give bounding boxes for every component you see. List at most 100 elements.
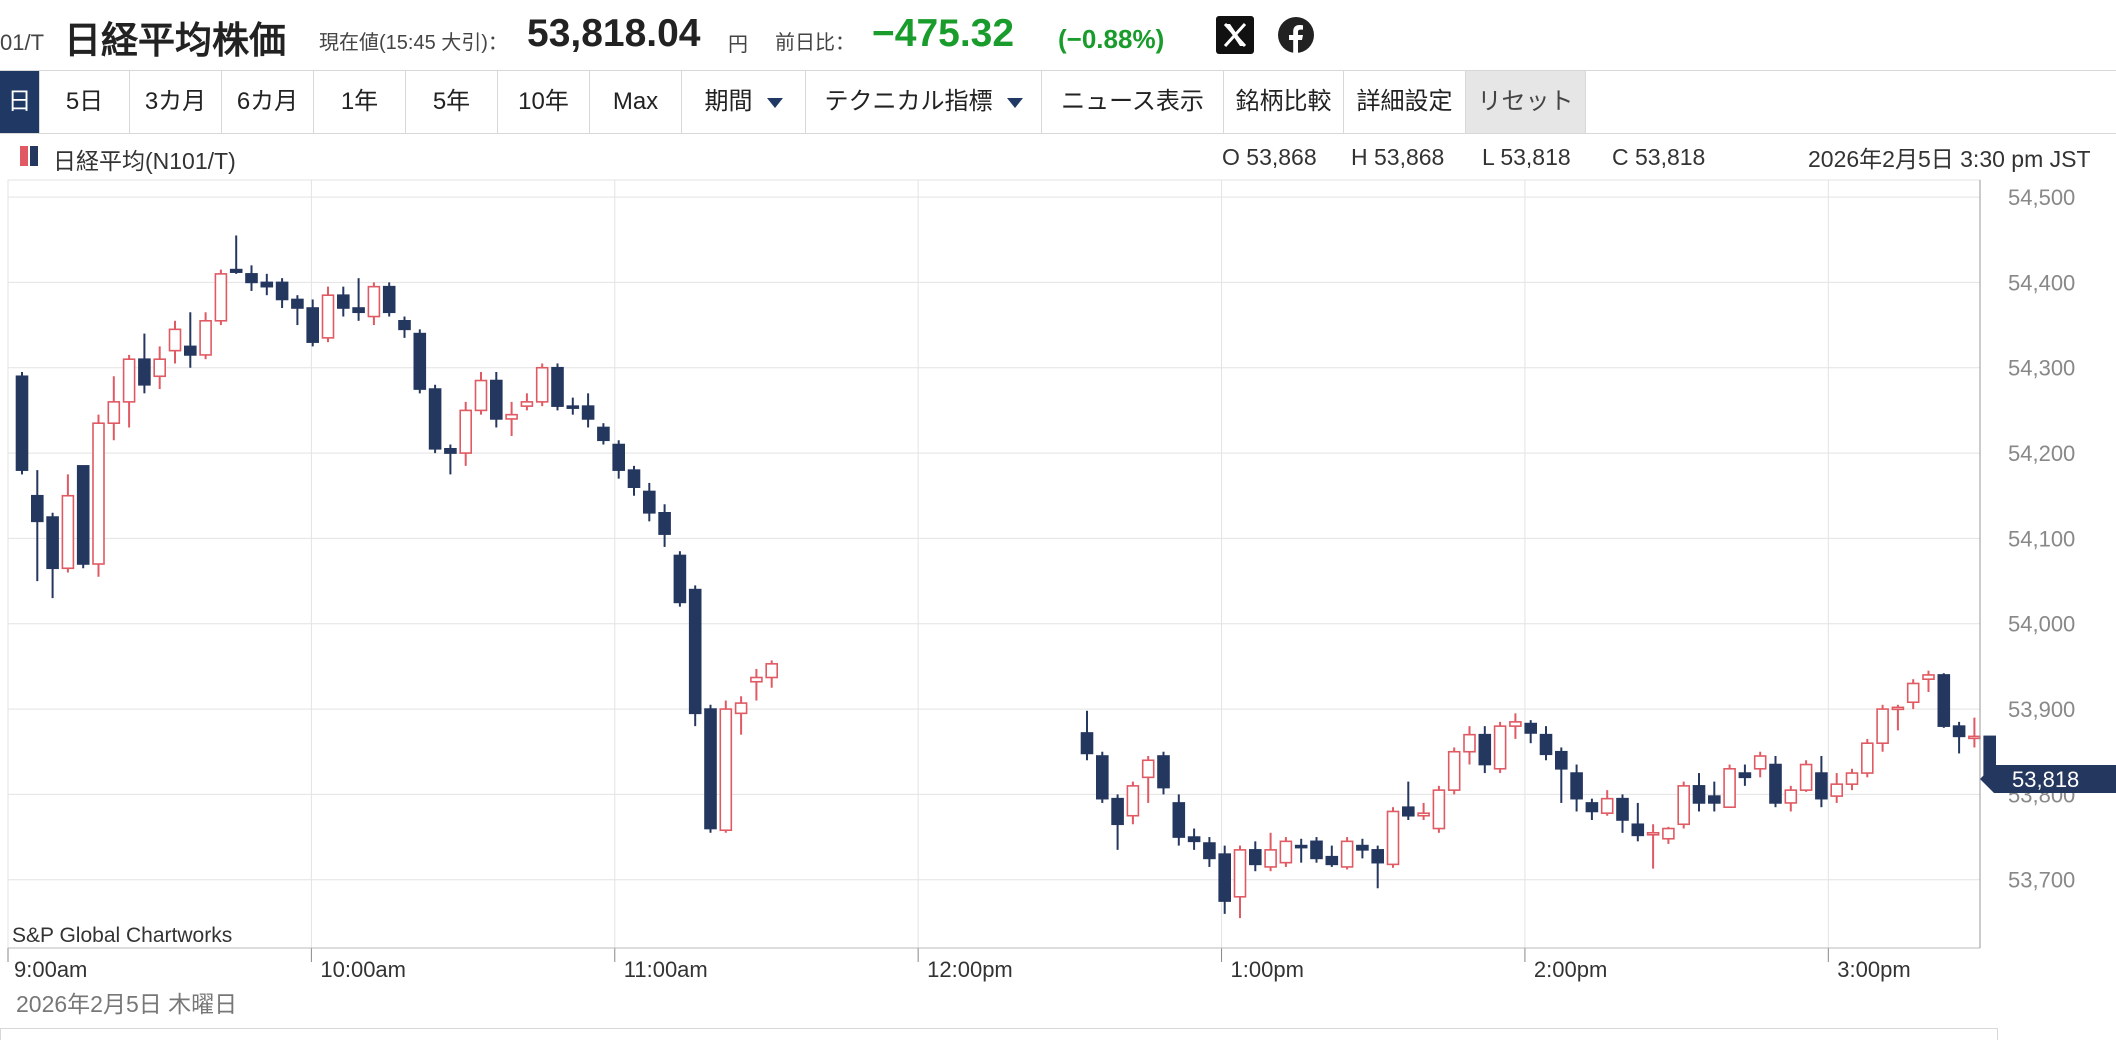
candle-down bbox=[704, 708, 717, 830]
candle-down bbox=[581, 405, 595, 420]
x-icon[interactable] bbox=[1216, 16, 1254, 54]
last-value-marker: 53,818 bbox=[1980, 765, 2116, 794]
technical-indicators-dropdown[interactable]: テクニカル指標 bbox=[806, 71, 1042, 133]
current-price: 53,818.04 bbox=[527, 12, 701, 55]
candle-up bbox=[107, 401, 121, 425]
y-tick-label: 53,700 bbox=[2008, 868, 2075, 893]
candle-down bbox=[1157, 755, 1170, 789]
range-day-button[interactable]: 日 bbox=[0, 71, 40, 133]
button-label: 6カ月 bbox=[236, 88, 299, 115]
candle-up bbox=[153, 358, 166, 378]
candle-down bbox=[658, 511, 671, 535]
y-axis: 53,70053,80053,90054,00054,10054,20054,3… bbox=[2008, 185, 2075, 893]
candle-up bbox=[1509, 721, 1522, 727]
range-1year-button[interactable]: 1年 bbox=[314, 71, 406, 133]
advanced-settings-button[interactable]: 詳細設定 bbox=[1344, 71, 1466, 133]
candle-down bbox=[1631, 823, 1645, 837]
range-max-button[interactable]: Max bbox=[590, 71, 682, 133]
candle-up bbox=[1906, 682, 1920, 704]
candle-up bbox=[1493, 725, 1507, 770]
candle-up bbox=[199, 319, 212, 356]
button-label: テクニカル指標 bbox=[824, 88, 993, 115]
series-swatch-icon bbox=[30, 146, 38, 166]
candle-up bbox=[1432, 789, 1446, 830]
chart-grid bbox=[7, 179, 1981, 949]
button-label: 日 bbox=[7, 88, 32, 115]
currency-unit: 円 bbox=[728, 34, 748, 56]
chart-credit: S&P Global Chartworks bbox=[12, 924, 233, 947]
candle-up bbox=[367, 285, 381, 318]
candle-down bbox=[1937, 674, 1951, 727]
reset-button[interactable]: リセット bbox=[1466, 71, 1586, 133]
range-6month-button[interactable]: 6カ月 bbox=[222, 71, 314, 133]
candle-down bbox=[597, 426, 610, 442]
y-tick-label: 54,500 bbox=[2008, 185, 2075, 210]
candle-down bbox=[673, 554, 687, 604]
button-label: 3カ月 bbox=[144, 88, 207, 115]
price-change: −475.32 bbox=[872, 12, 1015, 55]
symbol-code: 01/T bbox=[0, 30, 45, 55]
last-value-label: 53,818 bbox=[2012, 767, 2079, 792]
candle-down bbox=[306, 307, 320, 343]
button-label: 詳細設定 bbox=[1356, 88, 1453, 115]
candle-up bbox=[1876, 708, 1889, 744]
chevron-down-icon bbox=[1006, 97, 1023, 108]
candle-down bbox=[1294, 844, 1308, 849]
candle-down bbox=[1096, 755, 1109, 800]
candle-up bbox=[214, 273, 228, 322]
candle-up bbox=[61, 494, 75, 570]
candle-up bbox=[750, 676, 763, 683]
candle-down bbox=[1172, 802, 1186, 838]
candle-down bbox=[245, 273, 258, 284]
range-10year-button[interactable]: 10年 bbox=[498, 71, 590, 133]
compare-button[interactable]: 銘柄比較 bbox=[1224, 71, 1344, 133]
series-label: 日経平均(N101/T) bbox=[53, 148, 236, 174]
candle-up bbox=[1784, 789, 1798, 804]
candle-up bbox=[1830, 783, 1843, 797]
x-tick-label: 9:00am bbox=[14, 957, 87, 982]
candle-down bbox=[1692, 785, 1706, 804]
button-label: 5年 bbox=[432, 88, 471, 115]
candle-down bbox=[30, 494, 44, 523]
period-dropdown[interactable]: 期間 bbox=[682, 71, 806, 133]
x-tick-label: 2:00pm bbox=[1534, 957, 1607, 982]
candle-down bbox=[1218, 853, 1231, 902]
candle-down bbox=[291, 298, 304, 309]
candle-down bbox=[1524, 722, 1537, 734]
y-tick-label: 54,200 bbox=[2008, 441, 2075, 466]
chevron-down-icon bbox=[766, 97, 783, 108]
candle-up bbox=[92, 422, 105, 565]
candle-up bbox=[535, 366, 549, 403]
ohlc-high: H 53,868 bbox=[1351, 144, 1445, 170]
news-display-button[interactable]: ニュース表示 bbox=[1042, 71, 1224, 133]
candle-down bbox=[15, 375, 29, 471]
candle-down bbox=[444, 447, 457, 454]
candle-down bbox=[352, 307, 365, 314]
candle-up bbox=[1126, 785, 1140, 817]
button-label: リセット bbox=[1477, 88, 1574, 115]
range-5year-button[interactable]: 5年 bbox=[406, 71, 498, 133]
candle-up bbox=[1279, 840, 1293, 864]
y-tick-label: 54,000 bbox=[2008, 612, 2075, 637]
candle-up bbox=[1891, 706, 1905, 711]
button-label: 1年 bbox=[340, 88, 379, 115]
candle-down bbox=[1402, 806, 1415, 817]
candle-down bbox=[1555, 750, 1568, 770]
range-3month-button[interactable]: 3カ月 bbox=[130, 71, 222, 133]
candle-up bbox=[474, 379, 488, 412]
navigator-bar[interactable] bbox=[0, 1028, 1998, 1040]
candle-down bbox=[1325, 855, 1339, 866]
candle-up bbox=[122, 358, 136, 403]
candle-up bbox=[1340, 840, 1354, 868]
candle-down bbox=[46, 516, 59, 570]
facebook-icon[interactable] bbox=[1277, 16, 1315, 54]
candle-up bbox=[459, 409, 473, 454]
x-tick-label: 11:00am bbox=[624, 957, 708, 982]
range-5day-button[interactable]: 5日 bbox=[40, 71, 130, 133]
candle-down bbox=[566, 405, 580, 409]
candle-down bbox=[1570, 772, 1583, 800]
index-name: 日経平均株価 bbox=[64, 20, 286, 61]
candle-down bbox=[1080, 732, 1094, 755]
x-tick-label: 12:00pm bbox=[927, 957, 1013, 982]
